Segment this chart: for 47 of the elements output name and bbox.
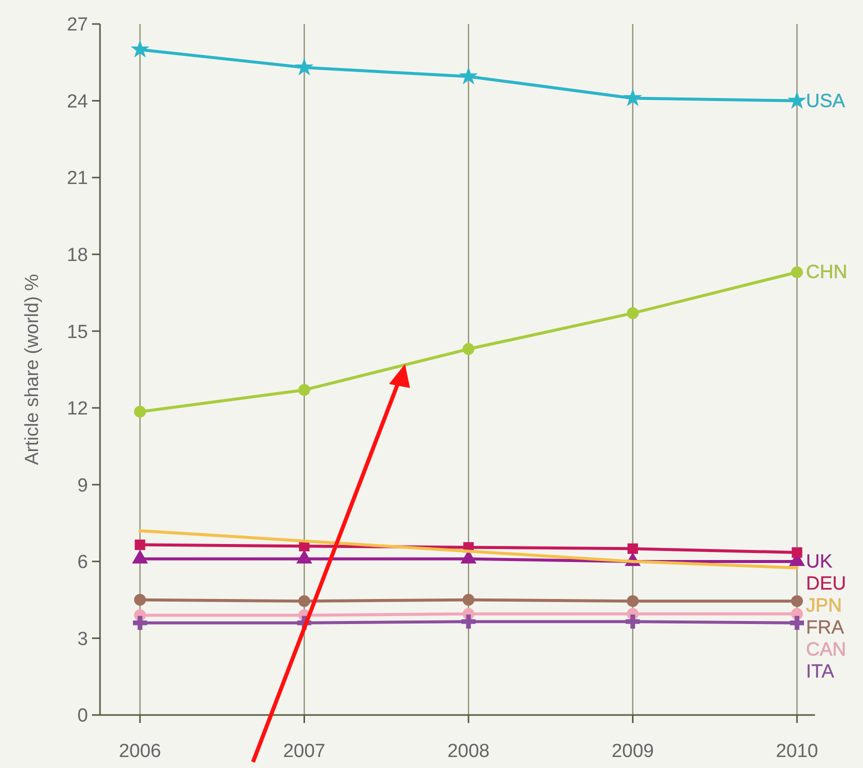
series-label: DEU <box>806 573 846 594</box>
point <box>298 595 310 608</box>
point <box>132 616 148 630</box>
point <box>134 406 146 418</box>
series-label: FRA <box>806 617 844 638</box>
point <box>294 58 314 76</box>
point <box>788 90 806 109</box>
point <box>790 616 804 630</box>
point <box>792 547 802 558</box>
y-tick-label: 21 <box>66 168 88 190</box>
x-tick-label: 2009 <box>612 741 654 762</box>
x-tick-label: 2006 <box>118 741 162 762</box>
point <box>462 343 474 355</box>
series-label: JPN <box>806 595 842 616</box>
y-axis-title: Article share (world) % <box>22 274 43 466</box>
y-tick-label: 6 <box>77 552 88 574</box>
point <box>462 594 474 606</box>
point <box>791 595 803 608</box>
point <box>130 40 150 58</box>
point <box>626 614 640 629</box>
point <box>623 88 642 106</box>
y-tick-label: 12 <box>66 398 88 420</box>
point <box>459 66 478 84</box>
point <box>134 540 146 550</box>
series-label: ITA <box>806 661 834 682</box>
y-tick-label: 24 <box>66 91 88 112</box>
point <box>461 614 476 629</box>
point <box>134 594 146 606</box>
x-tick-label: 2008 <box>447 741 490 762</box>
y-tick-label: 15 <box>66 322 88 343</box>
series-label: USA <box>806 90 846 112</box>
point <box>628 543 638 554</box>
series-label: UK <box>806 551 833 572</box>
point <box>626 307 639 320</box>
point <box>298 384 310 396</box>
y-tick-label: 9 <box>77 475 88 496</box>
point <box>791 266 803 278</box>
series-label: CAN <box>806 639 846 660</box>
line-series <box>138 529 798 570</box>
y-tick-label: 3 <box>77 628 88 650</box>
y-tick-label: 27 <box>66 14 88 36</box>
point <box>626 595 639 608</box>
y-tick-label: 0 <box>77 706 88 727</box>
series-label: CHN <box>806 262 848 284</box>
x-tick-label: 2007 <box>283 741 326 762</box>
y-tick-label: 18 <box>66 244 88 266</box>
x-tick-label: 2010 <box>776 741 818 762</box>
